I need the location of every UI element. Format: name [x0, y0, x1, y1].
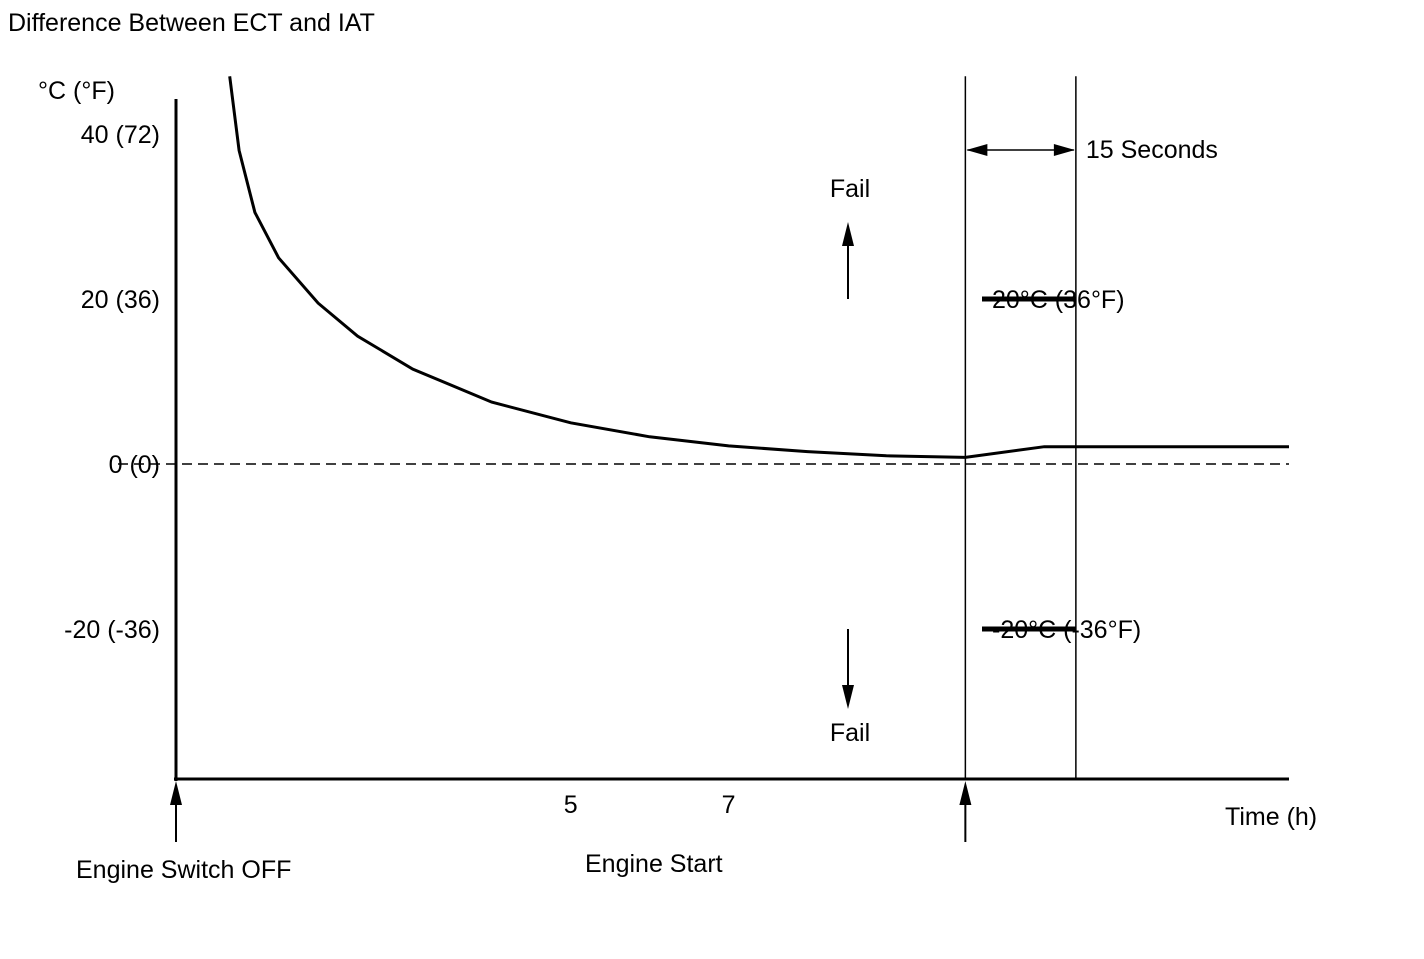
threshold-lines: 20°C (36°F) Fail -20°C (-36°F) Fail: [830, 175, 1141, 747]
y-tick-label: 40 (72): [81, 121, 160, 149]
fail-label: Fail: [830, 719, 870, 747]
y-tick-labels: 40 (72) 20 (36) 0 (0) -20 (-36): [64, 121, 160, 644]
interval-annotation: 15 Seconds: [966, 136, 1218, 164]
fail-label: Fail: [830, 175, 870, 203]
interval-arrowhead-right: [1053, 144, 1075, 156]
y-tick-label: 0 (0): [109, 451, 160, 479]
threshold-label: -20°C (-36°F): [992, 616, 1141, 644]
y-tick-label: -20 (-36): [64, 616, 160, 644]
x-tick-label: 5: [564, 791, 578, 819]
event-markers: Engine Switch OFF Engine Start: [76, 781, 972, 884]
marker-arrowhead: [959, 781, 972, 805]
x-tick-label: 7: [722, 791, 736, 819]
marker-label: Engine Switch OFF: [76, 856, 291, 884]
threshold-label: 20°C (36°F): [992, 286, 1125, 314]
interval-arrowhead-left: [966, 144, 988, 156]
y-tick-label: 20 (36): [81, 286, 160, 314]
fail-arrowhead: [842, 685, 854, 709]
y-axis-unit-label: °C (°F): [38, 77, 115, 105]
series-line: [228, 76, 1289, 459]
marker-label: Engine Start: [585, 850, 723, 878]
chart-title: Difference Between ECT and IAT: [8, 9, 375, 37]
fail-arrowhead: [842, 222, 854, 246]
interval-label: 15 Seconds: [1086, 136, 1218, 164]
x-axis-label: Time (h): [1225, 803, 1317, 831]
marker-arrowhead: [170, 781, 182, 805]
